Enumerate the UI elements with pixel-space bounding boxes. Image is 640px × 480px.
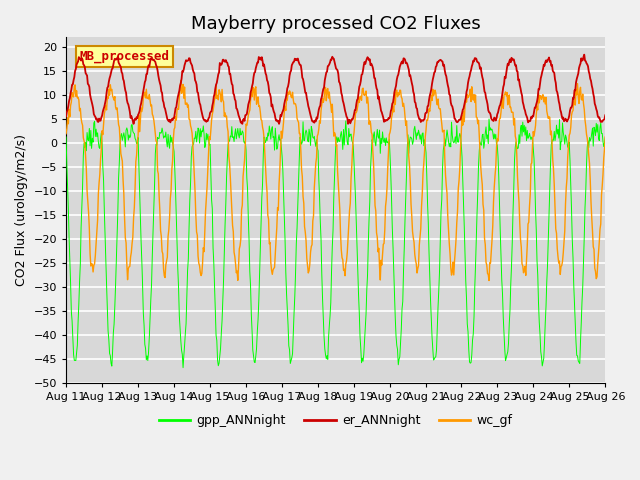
gpp_ANNnight: [402, 194, 410, 200]
gpp_ANNnight: [485, 116, 493, 122]
er_ANNnight: [127, 113, 135, 119]
er_ANNnight: [130, 121, 138, 127]
gpp_ANNnight: [602, 135, 609, 141]
Text: MB_processed: MB_processed: [79, 49, 170, 63]
gpp_ANNnight: [418, 141, 426, 147]
Legend: gpp_ANNnight, er_ANNnight, wc_gf: gpp_ANNnight, er_ANNnight, wc_gf: [154, 409, 518, 432]
er_ANNnight: [402, 60, 410, 66]
gpp_ANNnight: [211, 307, 219, 313]
er_ANNnight: [62, 114, 70, 120]
Line: gpp_ANNnight: gpp_ANNnight: [66, 119, 605, 368]
wc_gf: [485, 277, 493, 283]
wc_gf: [62, 131, 70, 137]
er_ANNnight: [72, 66, 79, 72]
wc_gf: [211, 95, 219, 101]
wc_gf: [183, 100, 191, 106]
wc_gf: [127, 250, 135, 255]
er_ANNnight: [183, 58, 191, 64]
Line: wc_gf: wc_gf: [66, 81, 605, 280]
wc_gf: [177, 78, 185, 84]
gpp_ANNnight: [72, 358, 79, 363]
gpp_ANNnight: [62, 134, 70, 140]
wc_gf: [402, 122, 410, 128]
gpp_ANNnight: [127, 122, 135, 128]
er_ANNnight: [211, 86, 219, 92]
wc_gf: [602, 134, 609, 140]
er_ANNnight: [602, 112, 609, 118]
wc_gf: [418, 204, 426, 209]
wc_gf: [72, 94, 79, 99]
Title: Mayberry processed CO2 Fluxes: Mayberry processed CO2 Fluxes: [191, 15, 481, 33]
Y-axis label: CO2 Flux (urology/m2/s): CO2 Flux (urology/m2/s): [15, 134, 28, 287]
Line: er_ANNnight: er_ANNnight: [66, 55, 605, 124]
er_ANNnight: [580, 52, 588, 58]
gpp_ANNnight: [183, 296, 191, 301]
gpp_ANNnight: [179, 365, 187, 371]
er_ANNnight: [418, 117, 426, 123]
